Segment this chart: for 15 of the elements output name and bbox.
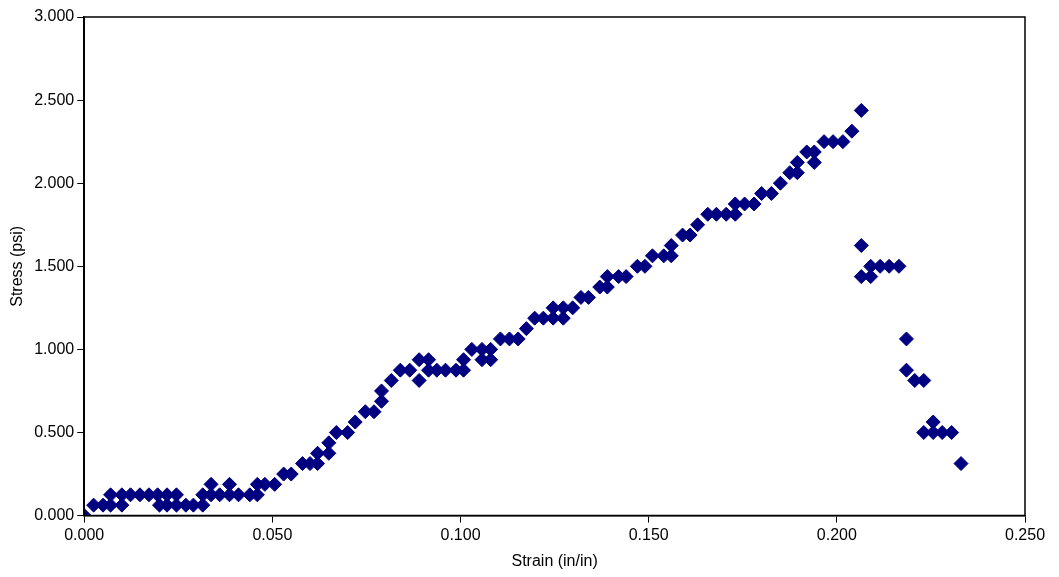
x-axis-title: Strain (in/in) <box>511 551 598 569</box>
y-tick-label: 2.500 <box>34 90 75 108</box>
x-tick-label: 0.200 <box>816 525 857 543</box>
x-tick-label: 0.250 <box>1004 525 1046 543</box>
y-tick-label: 0.000 <box>34 506 75 524</box>
x-tick-label: 0.000 <box>64 525 105 543</box>
y-tick-label: 3.000 <box>34 7 75 25</box>
y-tick-label: 2.000 <box>34 173 75 191</box>
x-tick-label: 0.150 <box>628 525 669 543</box>
y-tick-label: 1.500 <box>34 256 75 274</box>
y-tick-label: 1.000 <box>34 339 75 357</box>
x-tick-label: 0.050 <box>252 525 293 543</box>
y-tick-label: 0.500 <box>34 422 75 440</box>
x-tick-label: 0.100 <box>440 525 481 543</box>
y-axis-title: Stress (psi) <box>8 225 26 307</box>
